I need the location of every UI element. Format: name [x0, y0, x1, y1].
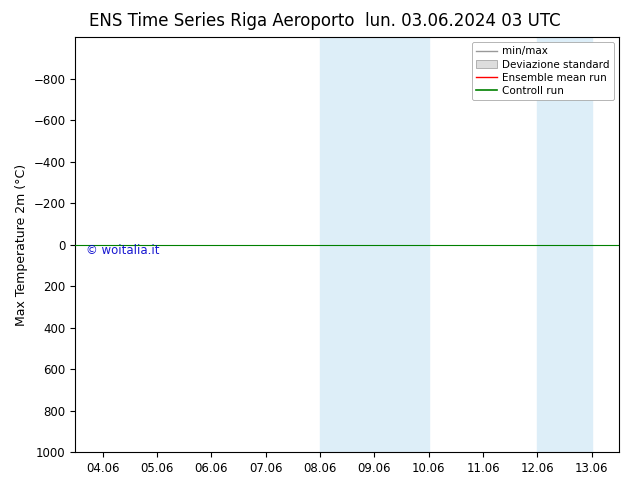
Bar — [320, 37, 375, 452]
Text: © woitalia.it: © woitalia.it — [86, 245, 160, 257]
Bar — [375, 37, 429, 452]
Legend: min/max, Deviazione standard, Ensemble mean run, Controll run: min/max, Deviazione standard, Ensemble m… — [472, 42, 614, 100]
Text: ENS Time Series Riga Aeroporto: ENS Time Series Riga Aeroporto — [89, 12, 354, 30]
Text: lun. 03.06.2024 03 UTC: lun. 03.06.2024 03 UTC — [365, 12, 560, 30]
Bar — [538, 37, 592, 452]
Y-axis label: Max Temperature 2m (°C): Max Temperature 2m (°C) — [15, 164, 28, 326]
